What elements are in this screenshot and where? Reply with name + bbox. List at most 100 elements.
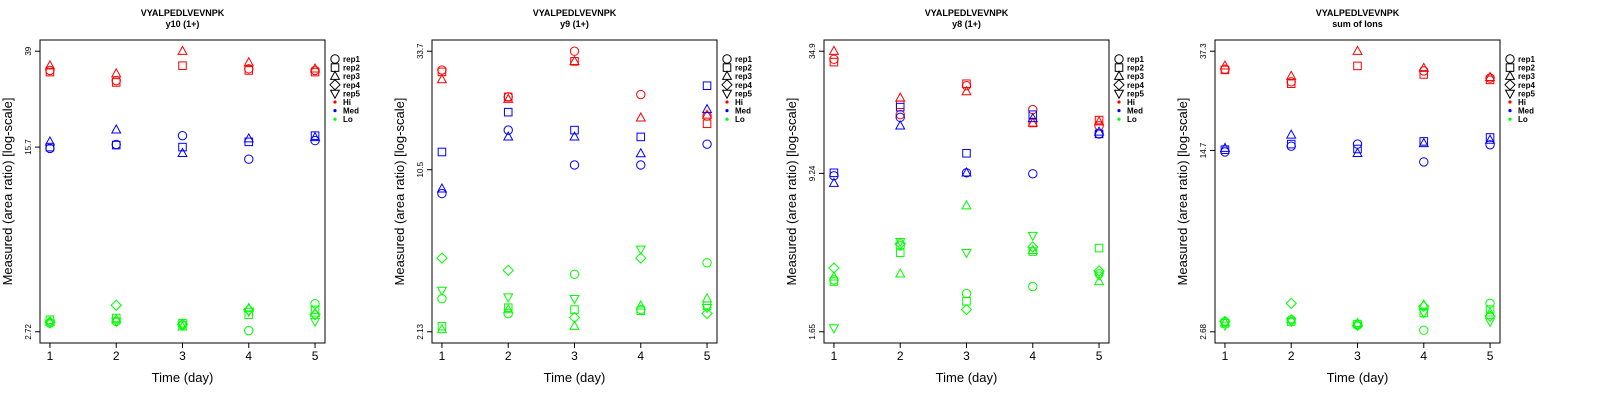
legend-label-rep1: rep1 bbox=[1127, 55, 1144, 64]
x-tick-label: 1 bbox=[1222, 349, 1229, 363]
legend-label-med: Med bbox=[1518, 107, 1534, 116]
data-point-lo-rep3 bbox=[44, 316, 56, 326]
data-point-lo-rep4 bbox=[110, 299, 122, 311]
data-point-med-rep1 bbox=[1094, 129, 1104, 139]
chart-subtitle: y8 (1+) bbox=[952, 19, 981, 29]
data-point-hi-rep3 bbox=[110, 67, 122, 78]
plot-frame bbox=[1214, 39, 1501, 344]
legend-marker-rep2 bbox=[1114, 63, 1124, 72]
data-point-lo-rep5 bbox=[961, 249, 972, 259]
data-point-lo-rep2 bbox=[437, 321, 447, 331]
legend-marker-rep4 bbox=[329, 79, 341, 91]
y-tick-label: 14.7 bbox=[1199, 142, 1208, 158]
data-point-lo-rep3 bbox=[828, 270, 840, 281]
legend-label-lo: Lo bbox=[735, 115, 745, 124]
data-point-lo-rep5 bbox=[1352, 321, 1363, 332]
legend-label-rep2: rep2 bbox=[1127, 64, 1144, 73]
legend-marker-med bbox=[725, 109, 729, 113]
legend-label-rep2: rep2 bbox=[1518, 64, 1535, 73]
data-point-hi-rep2 bbox=[1419, 70, 1429, 79]
data-point-lo-rep5 bbox=[569, 295, 580, 305]
data-point-med-rep3 bbox=[502, 131, 514, 141]
data-point-lo-rep1 bbox=[244, 325, 254, 336]
data-point-hi-rep1 bbox=[961, 80, 972, 91]
legend-label-rep4: rep4 bbox=[343, 81, 360, 90]
legend-label-med: Med bbox=[343, 107, 359, 116]
data-point-lo-rep5 bbox=[44, 319, 56, 330]
legend-marker-rep3 bbox=[1113, 70, 1125, 80]
data-point-lo-rep4 bbox=[701, 307, 713, 320]
legend-label-rep3: rep3 bbox=[735, 72, 752, 81]
x-axis-label: Time (day) bbox=[544, 370, 606, 385]
data-point-hi-rep3 bbox=[701, 109, 713, 119]
data-point-med-rep3 bbox=[177, 147, 188, 157]
y-tick-label: 2.68 bbox=[1199, 323, 1208, 339]
legend-label-rep2: rep2 bbox=[343, 64, 360, 73]
legend-label-hi: Hi bbox=[735, 98, 743, 107]
data-point-med-rep3 bbox=[635, 147, 647, 158]
data-point-lo-rep5 bbox=[243, 307, 255, 318]
legend-marker-rep2 bbox=[1505, 63, 1515, 72]
legend-label-lo: Lo bbox=[1518, 115, 1528, 124]
data-point-hi-rep2 bbox=[1028, 118, 1038, 128]
data-point-med-rep3 bbox=[1093, 126, 1105, 136]
data-point-lo-rep5 bbox=[635, 245, 647, 256]
data-point-med-rep1 bbox=[1352, 139, 1363, 149]
data-point-med-rep3 bbox=[1418, 137, 1430, 148]
legend-label-rep1: rep1 bbox=[1518, 55, 1535, 64]
x-tick-label: 2 bbox=[1288, 349, 1295, 363]
data-point-lo-rep1 bbox=[895, 241, 905, 251]
legend-marker-hi bbox=[333, 100, 337, 104]
data-point-lo-rep1 bbox=[1094, 269, 1104, 279]
data-point-med-rep3 bbox=[569, 131, 580, 141]
legend-marker-rep5 bbox=[1113, 89, 1125, 100]
data-point-med-rep3 bbox=[828, 177, 840, 187]
x-tick-label: 3 bbox=[963, 349, 970, 363]
y-tick-label: 10.5 bbox=[416, 161, 425, 177]
data-point-hi-rep1 bbox=[45, 65, 55, 76]
chart-title: VYALPEDLVEVNPK bbox=[925, 8, 1009, 18]
data-point-hi-rep2 bbox=[570, 57, 579, 66]
data-point-med-rep2 bbox=[178, 142, 187, 152]
data-point-med-rep3 bbox=[309, 131, 321, 142]
data-point-lo-rep5 bbox=[309, 317, 321, 328]
x-tick-label: 4 bbox=[1420, 349, 1427, 363]
legend-marker-rep3 bbox=[329, 70, 341, 80]
chart-subtitle: y9 (1+) bbox=[560, 19, 589, 29]
x-tick-label: 5 bbox=[1096, 349, 1103, 363]
legend-marker-hi bbox=[1508, 100, 1512, 104]
data-point-lo-rep4 bbox=[635, 252, 647, 264]
legend-marker-hi bbox=[725, 100, 729, 104]
data-point-lo-rep5 bbox=[502, 293, 514, 303]
data-point-lo-rep3 bbox=[1484, 307, 1496, 317]
chart-title: VYALPEDLVEVNPK bbox=[141, 8, 225, 18]
data-point-lo-rep1 bbox=[1028, 281, 1038, 292]
data-point-lo-rep5 bbox=[110, 317, 122, 328]
data-point-lo-rep3 bbox=[894, 267, 906, 278]
data-point-hi-rep3 bbox=[436, 73, 448, 84]
data-point-hi-rep3 bbox=[569, 55, 580, 66]
legend-label-rep3: rep3 bbox=[1127, 72, 1144, 81]
legend-marker-rep2 bbox=[722, 63, 732, 72]
x-tick-label: 1 bbox=[47, 349, 54, 363]
legend-label-rep4: rep4 bbox=[1127, 81, 1144, 90]
x-tick-label: 2 bbox=[113, 349, 120, 363]
x-tick-label: 4 bbox=[637, 349, 644, 363]
data-point-med-rep2 bbox=[1353, 144, 1362, 154]
data-point-hi-rep3 bbox=[894, 92, 906, 102]
data-point-med-rep2 bbox=[45, 142, 55, 152]
data-point-med-rep1 bbox=[1286, 141, 1296, 151]
x-axis-label: Time (day) bbox=[936, 370, 998, 385]
y-axis-label: Measured (area ratio) [log-scale] bbox=[392, 98, 407, 286]
y-tick-label: 37.3 bbox=[1199, 43, 1208, 59]
legend-marker-lo bbox=[725, 117, 729, 121]
data-point-med-rep2 bbox=[1485, 133, 1495, 142]
data-point-hi-rep2 bbox=[829, 57, 839, 67]
data-point-med-rep1 bbox=[636, 160, 646, 170]
legend-label-rep2: rep2 bbox=[735, 64, 752, 73]
data-point-med-rep3 bbox=[1219, 142, 1231, 152]
